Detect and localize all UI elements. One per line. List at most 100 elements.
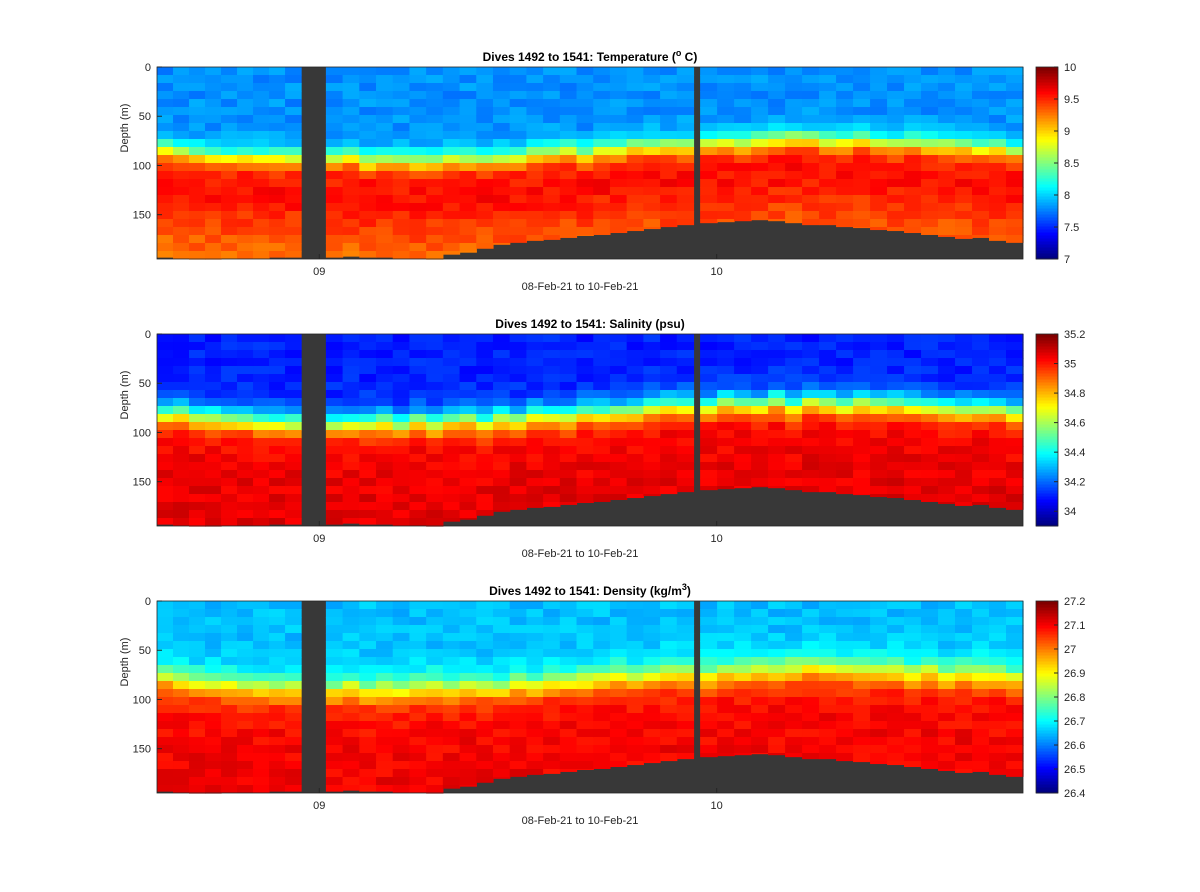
- profile-cell: [751, 342, 769, 351]
- profile-cell: [887, 422, 905, 431]
- colorbar-swatch: [1036, 520, 1058, 524]
- profile-cell: [509, 342, 528, 351]
- profile-cell: [173, 454, 190, 463]
- profile-cell: [853, 139, 871, 148]
- profile-cell: [626, 187, 644, 196]
- profile-cell: [938, 657, 956, 666]
- profile-cell: [955, 470, 973, 479]
- profile-cell: [359, 478, 377, 487]
- profile-cell: [989, 625, 1007, 634]
- colorbar-swatch: [1036, 424, 1058, 428]
- profile-cell: [836, 358, 854, 367]
- profile-cell: [853, 414, 871, 423]
- profile-cell: [626, 342, 644, 351]
- profile-cell: [593, 617, 611, 626]
- profile-cell: [989, 478, 1007, 487]
- profile-cell: [768, 211, 786, 220]
- profile-cell: [392, 665, 411, 674]
- profile-cell: [734, 398, 752, 407]
- profile-cell: [938, 438, 956, 447]
- profile-cell: [785, 721, 803, 730]
- profile-cell: [938, 139, 956, 148]
- profile-cell: [285, 334, 302, 343]
- profile-cell: [870, 665, 888, 674]
- colorbar-tick-label: 26.5: [1064, 764, 1085, 776]
- profile-cell: [576, 179, 594, 188]
- profile-cell: [426, 235, 444, 244]
- profile-cell: [173, 211, 190, 220]
- profile-cell: [955, 681, 973, 690]
- profile-cell: [285, 478, 302, 487]
- profile-cell: [870, 462, 888, 471]
- profile-cell: [285, 67, 302, 76]
- profile-cell: [392, 430, 411, 439]
- profile-cell: [768, 601, 786, 610]
- profile-cell: [955, 721, 973, 730]
- profile-cell: [819, 390, 837, 399]
- profile-cell: [904, 454, 922, 463]
- profile-cell: [189, 745, 206, 754]
- profile-cell: [1006, 721, 1024, 730]
- profile-cell: [626, 601, 644, 610]
- profile-cell: [802, 745, 820, 754]
- profile-cell: [509, 753, 528, 762]
- profile-cell: [459, 251, 477, 253]
- profile-cell: [717, 139, 735, 148]
- profile-cell: [459, 147, 477, 156]
- profile-cell: [376, 673, 394, 682]
- profile-cell: [676, 147, 695, 156]
- profile-cell: [476, 243, 494, 249]
- profile-cell: [559, 139, 578, 148]
- profile-cell: [459, 67, 477, 76]
- profile-cell: [342, 195, 360, 204]
- profile-cell: [526, 753, 544, 762]
- profile-cell: [768, 163, 786, 172]
- profile-cell: [221, 625, 238, 634]
- profile-cell: [237, 777, 254, 786]
- profile-cell: [921, 155, 939, 164]
- profile-cell: [221, 83, 238, 92]
- profile-cell: [526, 494, 544, 503]
- profile-cell: [342, 163, 360, 172]
- profile-cell: [409, 761, 427, 770]
- profile-cell: [173, 251, 190, 259]
- profile-cell: [955, 689, 973, 698]
- profile-cell: [643, 713, 661, 722]
- profile-cell: [205, 665, 222, 674]
- profile-cell: [285, 195, 302, 204]
- profile-cell: [342, 785, 360, 791]
- profile-cell: [593, 633, 611, 642]
- profile-cell: [157, 91, 174, 100]
- profile-cell: [768, 342, 786, 351]
- profile-cell: [576, 737, 594, 746]
- profile-cell: [205, 737, 222, 746]
- profile-cell: [269, 633, 286, 642]
- profile-cell: [576, 633, 594, 642]
- profile-cell: [325, 462, 344, 471]
- profile-cell: [576, 115, 594, 124]
- profile-cell: [593, 67, 611, 76]
- profile-cell: [751, 422, 769, 431]
- profile-cell: [700, 737, 718, 746]
- colorbar-swatch: [1036, 724, 1058, 728]
- profile-cell: [442, 163, 461, 172]
- profile-cell: [972, 609, 990, 618]
- profile-cell: [342, 107, 360, 116]
- profile-cell: [593, 689, 611, 698]
- profile-cell: [870, 721, 888, 730]
- profile-cell: [626, 219, 644, 228]
- profile-cell: [609, 729, 628, 738]
- profile-cell: [593, 171, 611, 180]
- profile-cell: [221, 518, 238, 526]
- profile-cell: [559, 366, 578, 375]
- profile-cell: [643, 633, 661, 642]
- profile-cell: [938, 390, 956, 399]
- profile-cell: [802, 689, 820, 698]
- profile-cell: [938, 155, 956, 164]
- profile-cell: [626, 721, 644, 730]
- profile-cell: [342, 649, 360, 658]
- profile-cell: [325, 179, 344, 188]
- dive-1517: [593, 601, 611, 769]
- dive-1505: [392, 67, 411, 259]
- profile-cell: [285, 430, 302, 439]
